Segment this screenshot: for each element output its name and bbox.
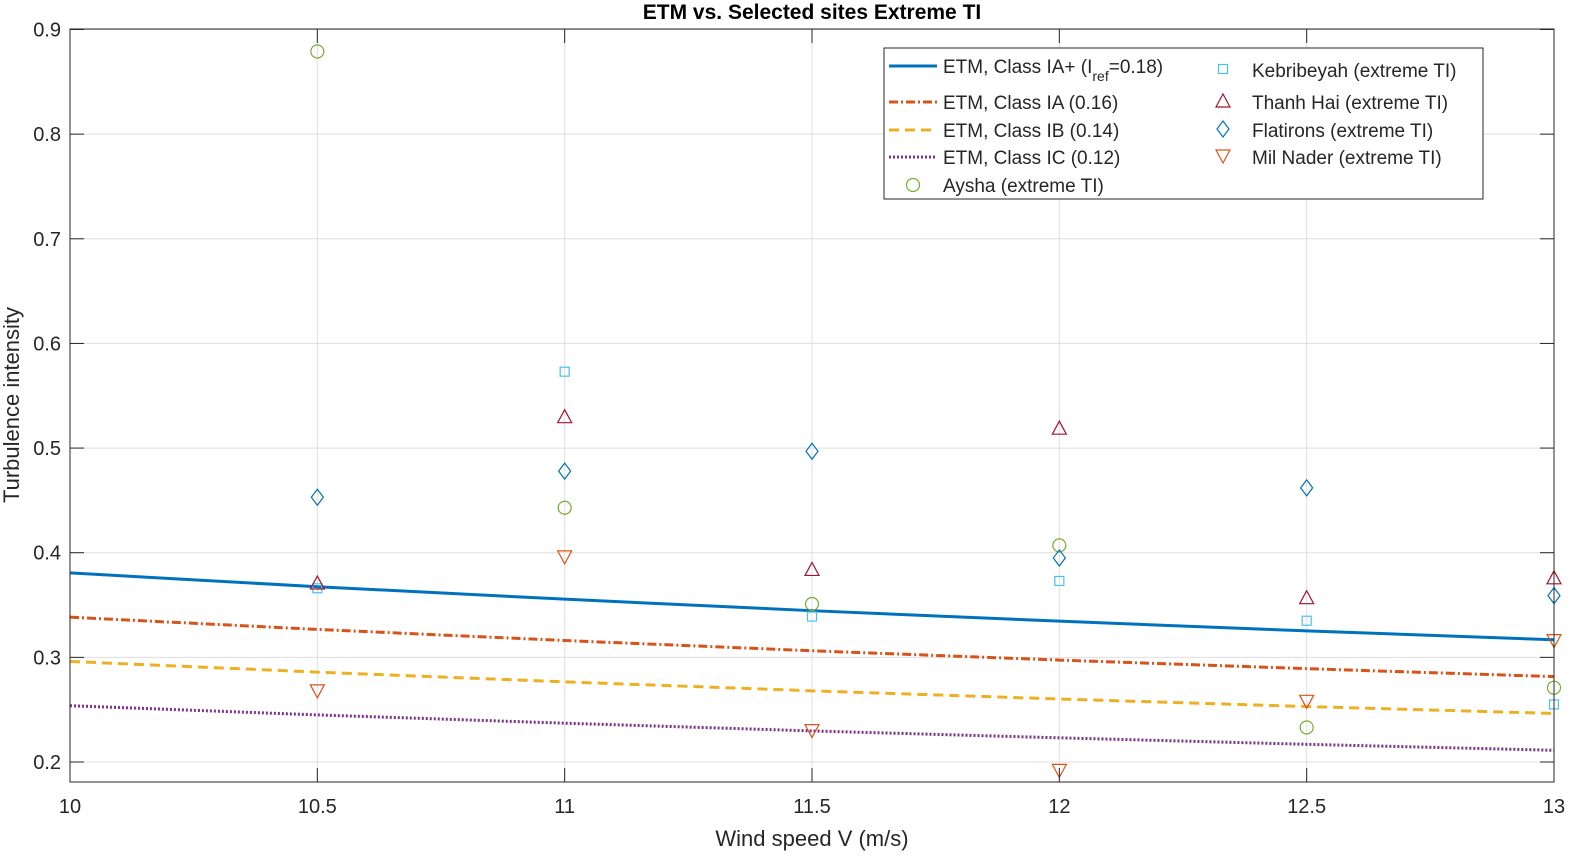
legend-label: Mil Nader (extreme TI) (1252, 148, 1442, 169)
data-point-diamond (557, 462, 572, 481)
y-tick-label: 0.7 (33, 229, 61, 251)
data-point-square (1217, 63, 1229, 75)
legend-label: Kebribeyah (extreme TI) (1252, 61, 1457, 82)
data-point-triangle-down (1298, 694, 1315, 710)
x-tick-label: 10.5 (298, 796, 337, 818)
data-point-triangle-down (1051, 763, 1068, 779)
x-tick-label: 12 (1048, 796, 1070, 818)
y-tick-label: 0.5 (33, 438, 61, 460)
data-point-square (559, 366, 570, 377)
data-point-triangle-up (309, 574, 326, 590)
series-layer (69, 44, 1563, 779)
legend-label: Aysha (extreme TI) (943, 176, 1104, 197)
data-point-diamond (1299, 478, 1314, 497)
data-point-square (312, 583, 323, 594)
y-tick-label: 0.6 (33, 333, 61, 355)
y-tick-label: 0.4 (33, 543, 61, 565)
data-point-triangle-up (803, 561, 821, 577)
data-point-circle (557, 500, 572, 515)
etm-line (69, 615, 1555, 679)
data-point-diamond (310, 488, 325, 507)
chart-title: ETM vs. Selected sites Extreme TI (643, 1, 981, 24)
x-tick-label: 13 (1543, 796, 1565, 818)
data-point-circle (804, 596, 820, 612)
data-point-triangle-up (1051, 419, 1068, 435)
ticks: 10 10.5 11 11.5 12 12.5 13 0.2 0.3 0.4 0.5 0.6 0.7 0.… (33, 20, 1565, 819)
y-tick-label: 0.3 (33, 647, 61, 669)
data-point-triangle-down (803, 724, 821, 739)
data-point-triangle-down (556, 550, 573, 566)
x-tick-label: 11 (554, 796, 575, 818)
data-point-triangle-down (1214, 149, 1232, 165)
data-point-circle (905, 177, 921, 193)
data-point-circle (1052, 538, 1067, 553)
data-point-square (1301, 615, 1312, 626)
etm-line (69, 659, 1555, 715)
x-axis-label: Wind speed V (m/s) (715, 826, 908, 851)
data-point-square (806, 611, 818, 622)
legend-label: ETM, Class IA (0.16) (943, 93, 1118, 114)
legend-label: Thanh Hai (extreme TI) (1252, 93, 1448, 114)
etm-line (69, 704, 1555, 752)
data-point-diamond (1216, 120, 1230, 138)
legend-box (883, 47, 1484, 200)
legend-label: ETM, Class IC (0.12) (943, 148, 1120, 169)
data-point-circle (1299, 720, 1314, 735)
data-point-triangle-up (1298, 589, 1315, 605)
data-point-triangle-up (556, 408, 573, 424)
x-tick-label: 12.5 (1287, 796, 1326, 818)
data-point-circle (310, 44, 325, 59)
data-point-triangle-up (1214, 92, 1232, 108)
data-point-square (1054, 575, 1065, 587)
y-tick-label: 0.8 (33, 124, 61, 146)
y-axis-label: Turbulence intensity (0, 307, 24, 503)
data-point-diamond (1052, 548, 1067, 567)
legend: ETM, Class IA+ (Iref=0.18)ETM, Class IA … (883, 47, 1484, 200)
y-tick-label: 0.9 (33, 20, 61, 42)
legend-label: Flatirons (extreme TI) (1252, 121, 1433, 142)
data-point-diamond (805, 442, 819, 461)
x-tick-label: 10 (59, 796, 81, 818)
x-tick-label: 11.5 (793, 796, 830, 818)
data-point-triangle-down (309, 684, 326, 700)
y-tick-label: 0.2 (33, 752, 61, 774)
legend-label: ETM, Class IB (0.14) (943, 121, 1119, 142)
